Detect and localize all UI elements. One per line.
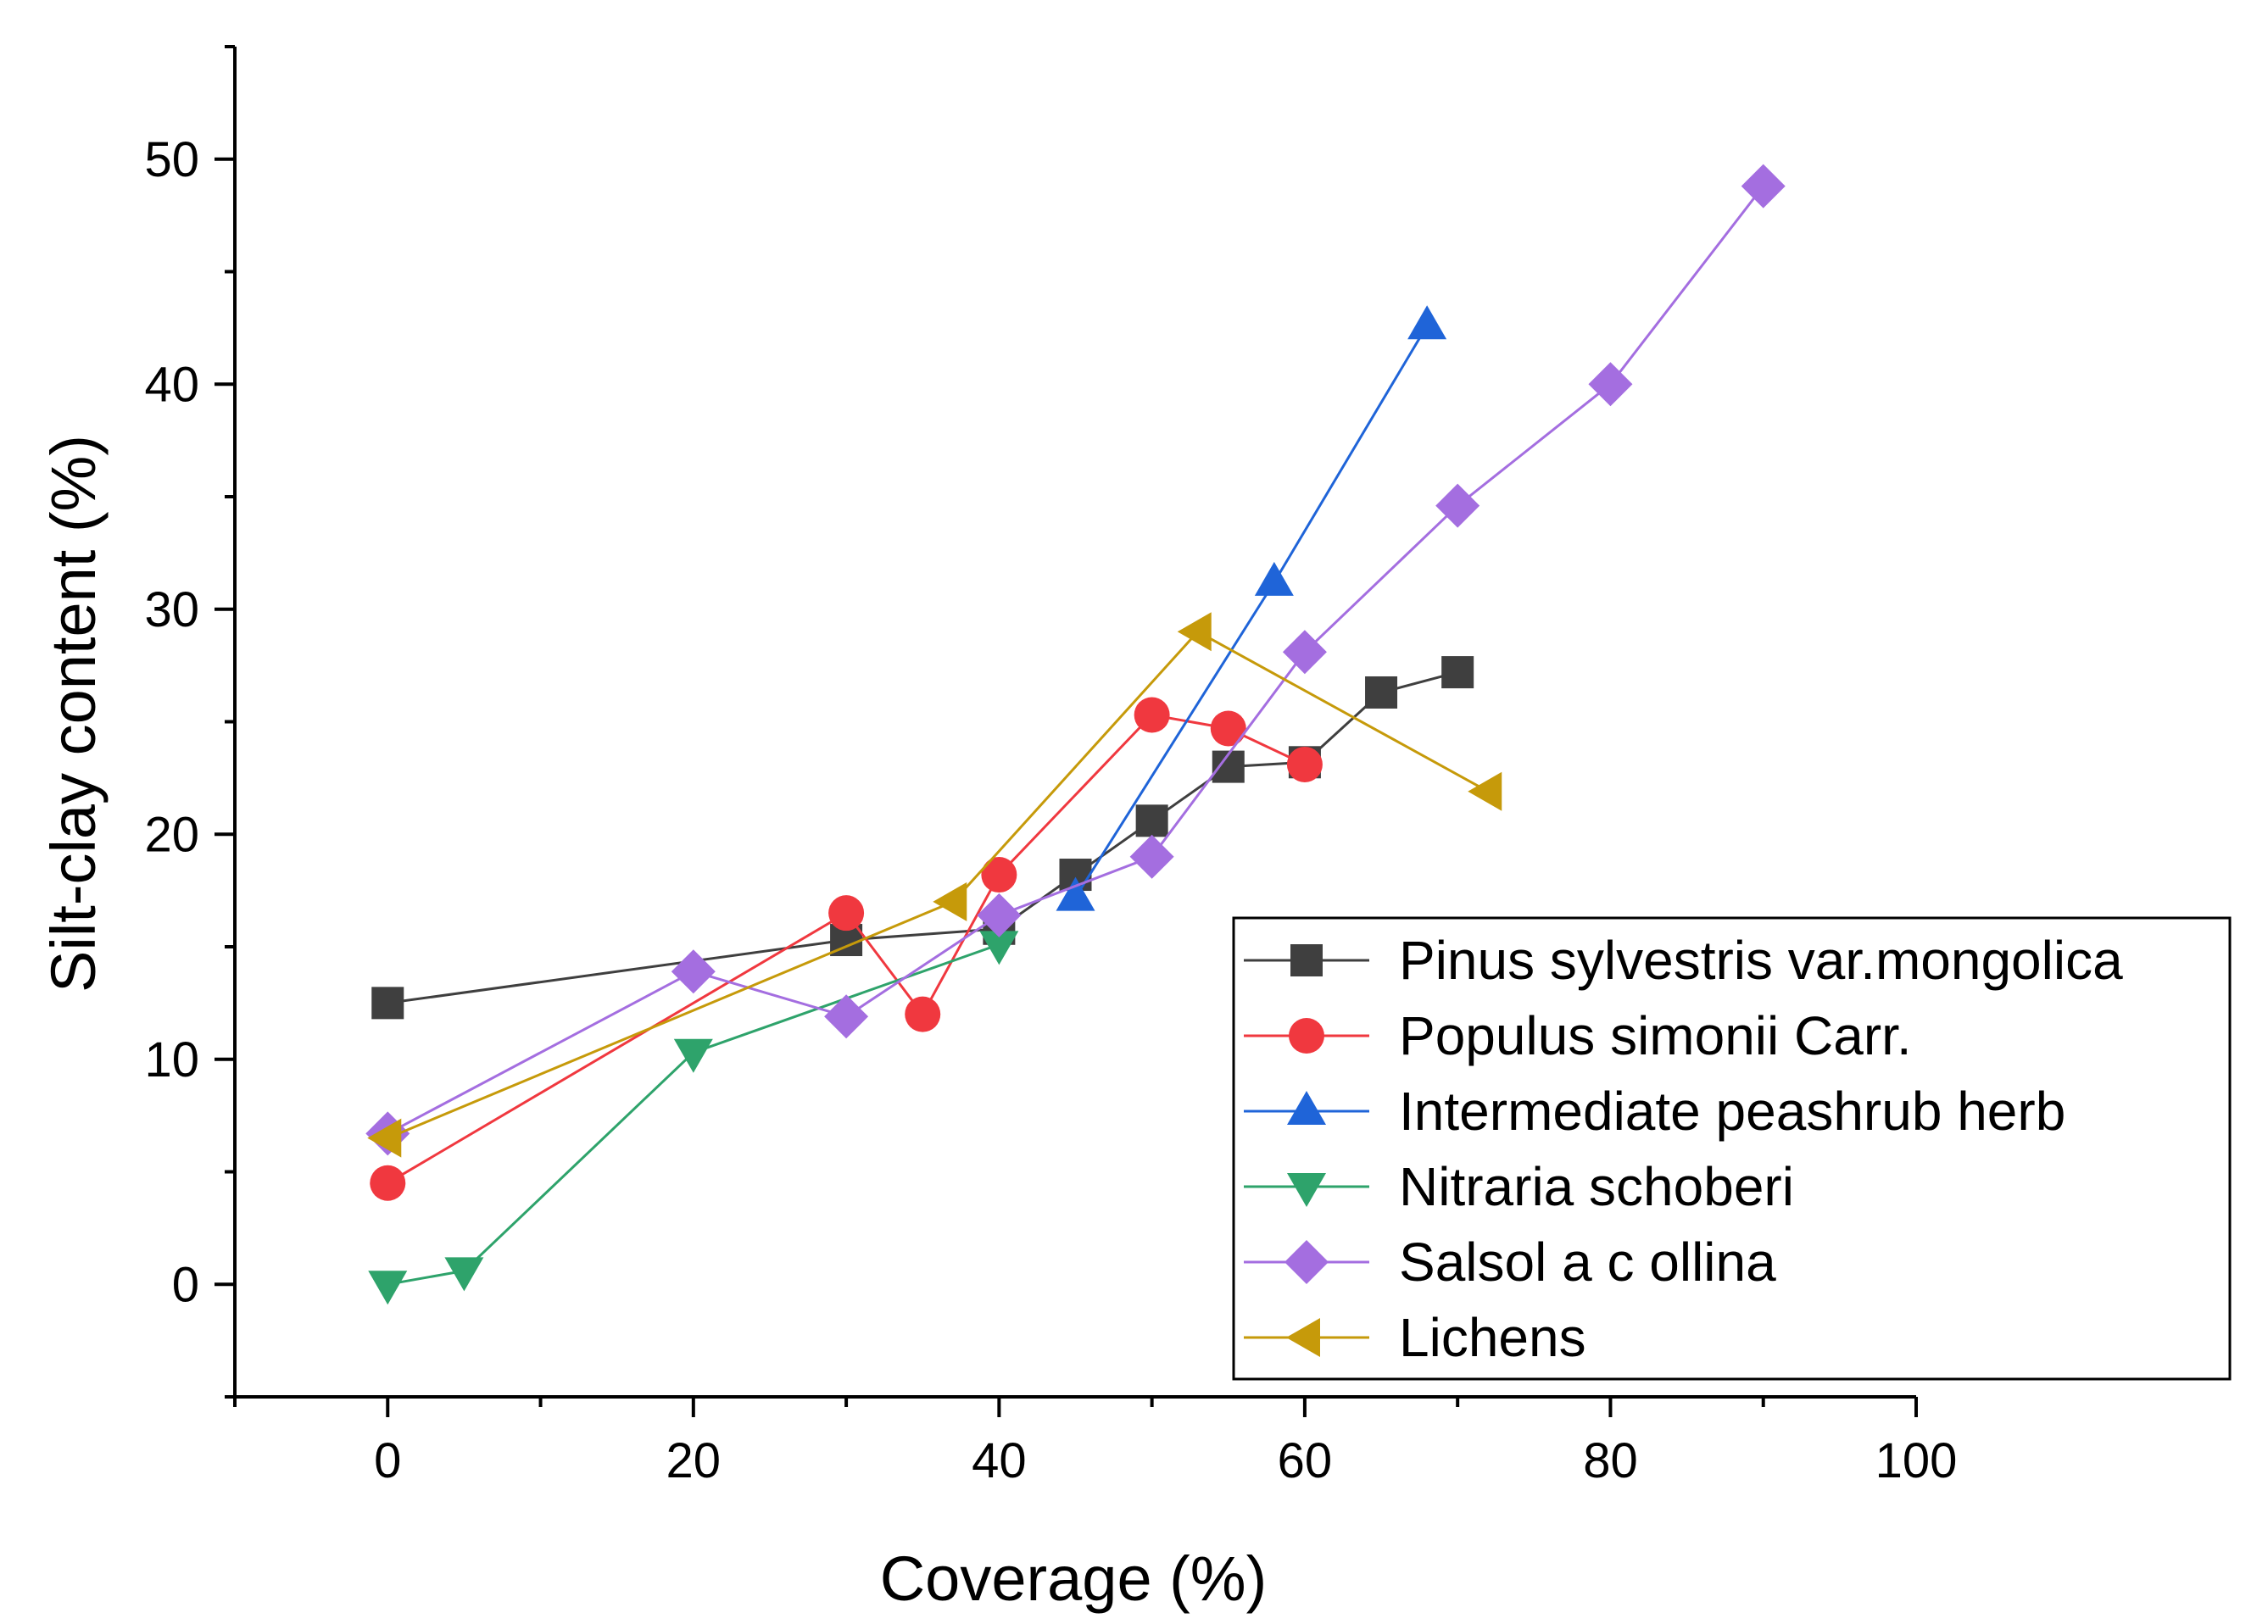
data-point [1210, 710, 1246, 747]
data-point [1056, 876, 1095, 911]
legend-label: Pinus sylvestris var.mongolica [1399, 930, 2123, 991]
data-point [1365, 676, 1398, 709]
legend-item: Salsol a c ollina [1244, 1232, 1776, 1293]
x-tick-label: 80 [1583, 1433, 1638, 1488]
series-2 [370, 697, 1323, 1201]
legend-marker [1286, 1318, 1320, 1357]
data-point [371, 987, 404, 1020]
legend-item: Intermediate peashrub herb [1244, 1081, 2065, 1142]
axes: 0 20 40 60 80 100 0 10 20 30 40 50 [144, 45, 1958, 1488]
legend-label: Lichens [1399, 1307, 1586, 1368]
y-tick-label: 50 [144, 132, 199, 187]
legend-marker [1287, 1173, 1326, 1207]
data-point [1407, 305, 1447, 340]
legend-item: Lichens [1244, 1307, 1586, 1368]
data-point [1254, 561, 1294, 596]
data-point [367, 1118, 402, 1158]
x-tick-label: 20 [666, 1433, 722, 1488]
data-point [1282, 630, 1327, 675]
data-point [1134, 697, 1170, 733]
data-point [1468, 771, 1502, 811]
data-point [828, 895, 865, 932]
y-tick-label: 0 [172, 1257, 199, 1312]
data-point [824, 994, 869, 1039]
legend-item: Pinus sylvestris var.mongolica [1244, 930, 2123, 991]
series-3 [1056, 305, 1447, 911]
y-tick-label: 20 [144, 807, 199, 862]
data-point [981, 857, 1017, 893]
y-axis-title: Silt-clay content (%) [38, 435, 109, 993]
data-point [1177, 612, 1212, 652]
legend-item: Populus simonii Carr. [1244, 1005, 1912, 1066]
y-tick-label: 30 [144, 582, 199, 637]
data-point [444, 1257, 484, 1292]
x-tick-label: 40 [972, 1433, 1027, 1488]
data-point [1135, 804, 1168, 837]
data-point [1286, 746, 1323, 782]
data-point [671, 949, 716, 994]
legend-label: Nitraria schoberi [1399, 1156, 1794, 1217]
y-tick-label: 10 [144, 1032, 199, 1087]
legend-label: Populus simonii Carr. [1399, 1005, 1912, 1066]
y-tick-label: 40 [144, 357, 199, 412]
data-point [933, 882, 967, 921]
series-6 [367, 612, 1502, 1158]
data-point [1441, 656, 1474, 689]
x-axis-title: Coverage (%) [880, 1543, 1268, 1614]
series-layer [365, 164, 1786, 1305]
legend: Pinus sylvestris var.mongolica Populus si… [1232, 916, 2232, 1381]
legend-label: Intermediate peashrub herb [1399, 1081, 2065, 1142]
series-line [1074, 325, 1429, 898]
data-point [979, 931, 1019, 965]
data-point [1741, 164, 1786, 209]
data-point [1588, 362, 1633, 407]
legend-label: Salsol a c ollina [1399, 1232, 1776, 1293]
legend-marker [1289, 1018, 1324, 1054]
legend-item: Nitraria schoberi [1244, 1156, 1794, 1217]
data-point [1129, 834, 1174, 879]
x-tick-label: 100 [1875, 1433, 1958, 1488]
series-5 [365, 164, 1786, 1156]
legend-marker [1287, 1091, 1326, 1125]
legend-marker [1284, 1240, 1329, 1284]
data-point [1435, 483, 1480, 528]
x-tick-label: 0 [374, 1433, 401, 1488]
data-point [370, 1165, 406, 1201]
legend-marker [1290, 944, 1323, 976]
data-point [368, 1271, 408, 1305]
data-point [977, 893, 1022, 937]
series-line [387, 630, 1489, 1140]
x-tick-label: 60 [1278, 1433, 1333, 1488]
legend-box [1232, 916, 2232, 1381]
data-point [905, 996, 941, 1032]
data-point [673, 1038, 713, 1073]
